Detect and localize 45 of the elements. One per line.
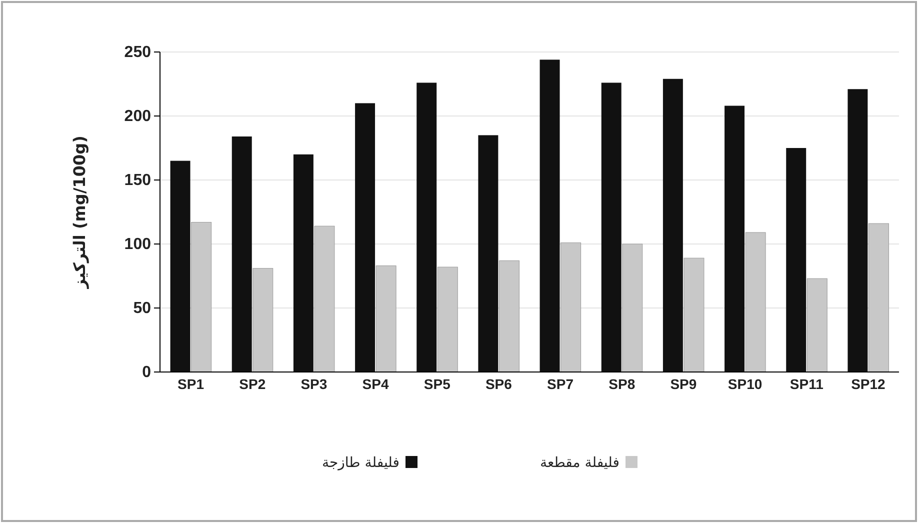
bar (786, 148, 806, 372)
bar (745, 232, 766, 372)
bar (437, 266, 458, 372)
bar (232, 136, 252, 372)
bar (848, 89, 868, 372)
bar (293, 154, 314, 372)
bar (355, 103, 376, 372)
bar (540, 60, 560, 372)
bar (478, 135, 498, 372)
x-tick-label: SP12 (851, 376, 886, 392)
x-tick-label: SP2 (239, 376, 266, 392)
x-tick-label: SP11 (790, 376, 824, 392)
bar (376, 266, 396, 372)
y-tick-label: 0 (142, 364, 152, 382)
bar (416, 82, 437, 372)
y-tick-label: 250 (124, 44, 152, 62)
y-axis-title: التركيز (mg/100g) (70, 136, 89, 290)
x-tick-label: SP6 (485, 376, 512, 392)
x-tick-label: SP7 (547, 376, 574, 392)
bar (662, 78, 683, 372)
bar (314, 226, 335, 372)
bar (170, 160, 190, 372)
bar (622, 244, 643, 372)
x-tick-label: SP4 (362, 376, 389, 392)
bar (868, 223, 889, 372)
x-tick-label: SP3 (300, 376, 328, 392)
y-tick-label: 100 (124, 236, 152, 254)
bar (252, 268, 274, 372)
x-tick-label: SP10 (728, 376, 762, 392)
y-tick-label: 50 (133, 300, 152, 318)
bar (601, 82, 622, 372)
bar (191, 222, 212, 372)
bar (498, 260, 520, 372)
bar (560, 242, 582, 372)
bar (684, 258, 704, 372)
bar (724, 106, 745, 372)
bar (806, 278, 828, 372)
legend-label: فليفلة مقطعة (540, 455, 620, 471)
x-tick-label: SP5 (424, 376, 451, 392)
legend-label: فليفلة طازجة (322, 455, 400, 471)
x-tick-label: SP9 (670, 376, 697, 392)
x-tick-label: SP8 (608, 376, 636, 392)
y-tick-label: 150 (124, 172, 152, 190)
y-tick-label: 200 (124, 108, 152, 126)
x-tick-label: SP1 (178, 376, 204, 392)
